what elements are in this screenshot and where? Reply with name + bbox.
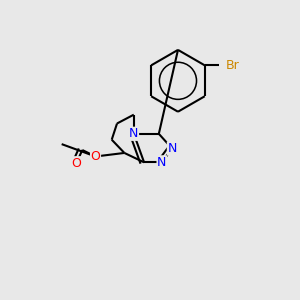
Text: N: N — [129, 127, 139, 140]
Text: O: O — [71, 157, 81, 170]
Text: N: N — [167, 142, 177, 155]
Text: Br: Br — [226, 59, 240, 72]
Text: O: O — [91, 150, 100, 163]
Text: N: N — [157, 156, 167, 169]
